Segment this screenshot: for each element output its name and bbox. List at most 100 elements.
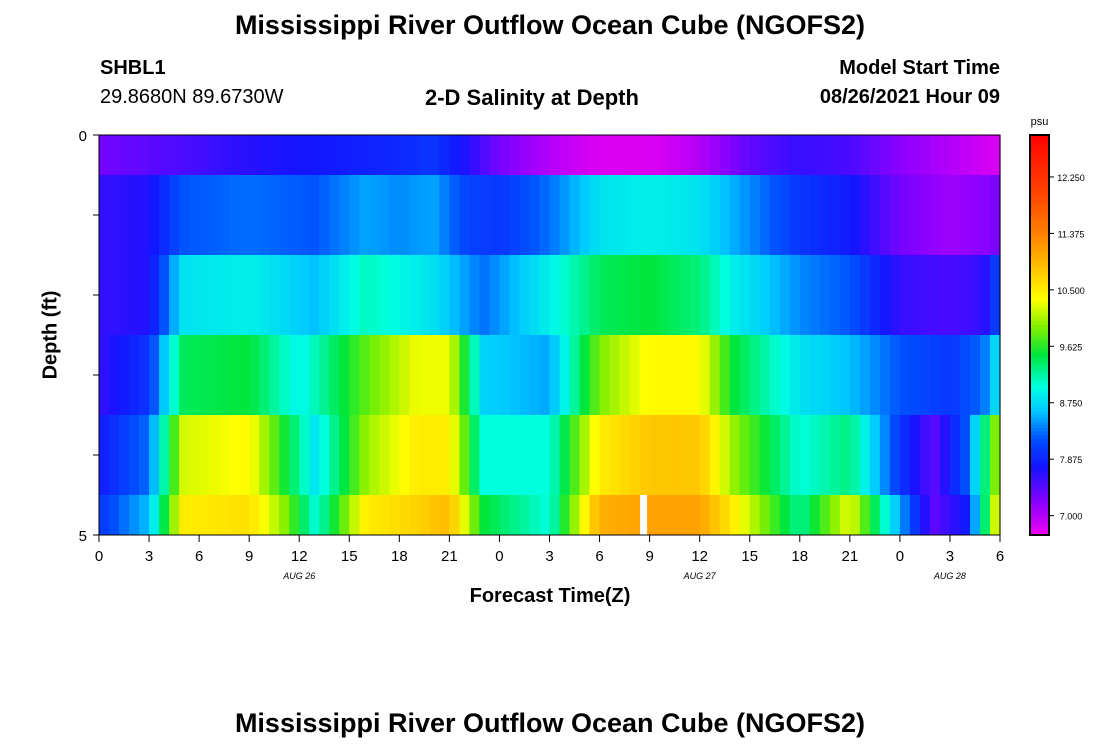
colorbar-segment [1030,355,1049,359]
heatmap-cell [169,335,180,415]
heatmap-cell [459,175,471,255]
heatmap-cell [779,255,791,335]
colorbar-segment [1030,248,1049,253]
heatmap-cell [949,335,961,415]
colorbar-segment [1030,301,1049,306]
heatmap-cell [159,495,170,535]
heatmap-cell [899,175,911,255]
heatmap-cell [149,335,160,415]
colorbar-segment [1030,528,1049,533]
heatmap-cell [969,415,981,495]
heatmap-cell [439,175,450,255]
colorbar-tick-label: 8.750 [1060,399,1083,409]
heatmap-cell [669,255,681,335]
heatmap-cell [139,255,150,335]
heatmap-cell [589,335,601,415]
heatmap-cell [249,495,260,535]
heatmap-cell [749,255,761,335]
heatmap-cell [249,415,260,495]
heatmap-cell [109,255,120,335]
colorbar-segment [1030,318,1049,323]
colorbar-segment [1030,458,1049,463]
heatmap-cell [319,335,330,415]
heatmap-cell [219,135,230,175]
heatmap-cell [109,135,120,175]
colorbar-segment [1030,235,1049,239]
x-tick-label: 3 [145,548,153,565]
colorbar-segment [1030,208,1049,213]
colorbar-segment [1030,525,1049,529]
heatmap-cell [939,495,951,535]
heatmap-cell [389,255,400,335]
heatmap-cell [609,135,621,175]
heatmap-cell [409,415,420,495]
heatmap-cell [679,495,691,535]
heatmap-cell [579,335,591,415]
heatmap-cell [869,495,881,535]
model-start-value: 08/26/2021 Hour 09 [819,86,1000,108]
heatmap-cell [329,175,340,255]
heatmap-cell [309,175,320,255]
heatmap-cell [979,255,991,335]
heatmap-cell [929,255,941,335]
heatmap-cell [489,335,501,415]
heatmap-cell [679,415,691,495]
heatmap-cell [979,495,991,535]
heatmap-cell [169,255,180,335]
heatmap-cell [859,175,871,255]
heatmap-cell [869,175,881,255]
heatmap-cell [559,335,571,415]
colorbar-segment [1030,465,1049,469]
heatmap-cell [969,175,981,255]
heatmap-cell [419,335,430,415]
heatmap-cell [549,495,561,535]
heatmap-cell [179,135,190,175]
heatmap-cell [739,175,751,255]
heatmap-cell [709,495,721,535]
heatmap-cell [469,415,481,495]
heatmap-cell [189,135,200,175]
y-axis-title: Depth (ft) [39,290,62,380]
heatmap-cell [889,175,901,255]
heatmap-cell [899,335,911,415]
heatmap-cell [119,255,130,335]
plot-title: 2-D Salinity at Depth [425,85,639,110]
heatmap-cell [599,175,611,255]
heatmap-cell [789,135,801,175]
colorbar-segment [1030,515,1049,519]
colorbar-segment [1030,438,1049,443]
heatmap-cell [169,495,180,535]
heatmap-cell [309,255,320,335]
colorbar-segment [1030,451,1049,456]
heatmap-cell [169,135,180,175]
heatmap-cell [909,335,921,415]
colorbar-segment [1030,295,1049,299]
colorbar-tick-label: 7.000 [1060,512,1083,522]
heatmap-cell [759,495,771,535]
heatmap-cell [369,335,380,415]
x-tick-label: 3 [545,548,553,565]
heatmap-cell [509,255,521,335]
colorbar-segment [1030,255,1049,259]
heatmap-cell [609,335,621,415]
heatmap-cell [459,255,471,335]
heatmap-cell [819,135,831,175]
heatmap-cell [929,495,941,535]
heatmap-cell [989,135,1001,175]
heatmap-cell [689,135,701,175]
heatmap-cell [519,335,531,415]
heatmap-cell [359,135,370,175]
heatmap-cell [639,135,651,175]
heatmap-cell [729,495,741,535]
heatmap-cell [829,415,841,495]
colorbar-segment [1030,435,1049,439]
heatmap-cell [269,175,280,255]
heatmap-cell [809,335,821,415]
heatmap-cell [369,135,380,175]
heatmap-cell [339,415,350,495]
heatmap-cell [659,135,671,175]
colorbar-tick-label: 7.875 [1060,455,1083,465]
heatmap-cell [469,255,481,335]
heatmap-cell [909,255,921,335]
colorbar-segment [1030,335,1049,339]
